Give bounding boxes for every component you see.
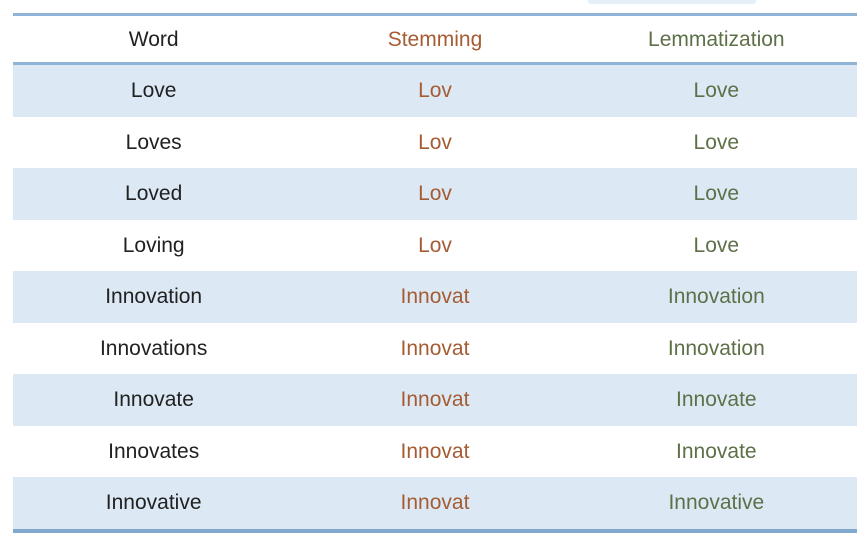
cell-stemming: Lov (418, 79, 452, 103)
cell-lemmatization: Innovate (676, 439, 757, 463)
cell-lemmatization: Innovation (667, 285, 765, 309)
cell-stemming: Lov (418, 130, 452, 154)
table-row: Loving Lov Love (13, 219, 857, 271)
cell-lemmatization: Love (693, 182, 740, 206)
table-row: Innovate Innovat Innovate (13, 374, 857, 426)
cell-stemming: Innovat (400, 388, 470, 412)
table-row: Innovation Innovat Innovation (13, 271, 857, 323)
column-header-lemmatization: Lemmatization (648, 27, 785, 51)
table-row: Loves Lov Love (13, 116, 857, 168)
cell-word: Innovations (99, 336, 208, 360)
cell-lemmatization: Innovate (676, 388, 757, 412)
table-row: Innovations Innovat Innovation (13, 322, 857, 374)
cell-stemming: Innovat (400, 491, 470, 515)
table-header-row: Word Stemming Lemmatization (13, 16, 857, 65)
cell-word: Innovate (113, 388, 194, 412)
cell-word: Innovative (105, 491, 202, 515)
cell-lemmatization: Innovation (667, 336, 765, 360)
table-row: Innovates Innovat Innovate (13, 425, 857, 477)
table-row: Love Lov Love (13, 65, 857, 117)
cell-lemmatization: Love (693, 130, 740, 154)
cell-stemming: Innovat (400, 336, 470, 360)
cell-word: Love (130, 79, 177, 103)
cell-stemming: Lov (418, 182, 452, 206)
cell-word: Innovates (108, 439, 200, 463)
cell-lemmatization: Love (693, 233, 740, 257)
cell-stemming: Lov (418, 233, 452, 257)
column-header-stemming: Stemming (387, 27, 483, 51)
cropped-edge-artifact (588, 0, 756, 4)
cell-word: Loved (125, 182, 183, 206)
cell-stemming: Innovat (400, 285, 470, 309)
cell-lemmatization: Innovative (668, 491, 765, 515)
stemming-lemmatization-table: Word Stemming Lemmatization Love Lov Lov… (13, 13, 857, 533)
cell-word: Loves (125, 130, 182, 154)
table-row: Loved Lov Love (13, 168, 857, 220)
table-row: Innovative Innovat Innovative (13, 477, 857, 529)
column-header-word: Word (128, 27, 179, 51)
cell-word: Innovation (105, 285, 203, 309)
cell-stemming: Innovat (400, 439, 470, 463)
cell-word: Loving (122, 233, 185, 257)
cell-lemmatization: Love (693, 79, 740, 103)
